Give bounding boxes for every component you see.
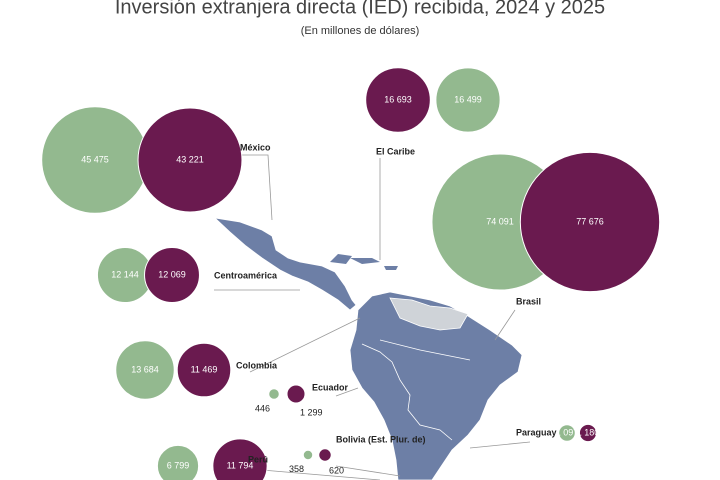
- value-label: 6 799: [167, 460, 190, 470]
- bubble: [318, 448, 332, 462]
- value-label: 358: [289, 464, 304, 474]
- bubble: [137, 107, 243, 213]
- bubble: [578, 423, 598, 443]
- bubble: [435, 67, 501, 133]
- bubble: [286, 384, 306, 404]
- value-label: 12 069: [158, 269, 186, 279]
- leader-line: [335, 387, 359, 397]
- leader-line: [249, 317, 361, 373]
- value-label: 43 221: [176, 154, 204, 164]
- region-label: Perú: [248, 454, 268, 464]
- value-label: 45 475: [81, 154, 109, 164]
- value-label: 13 684: [131, 364, 159, 374]
- value-label: 11 794: [227, 460, 254, 470]
- chart-subtitle: (En millones de dólares): [301, 25, 420, 37]
- map: [213, 217, 523, 480]
- region-label: Paraguay: [516, 427, 557, 437]
- value-label: 77 676: [576, 216, 604, 226]
- bubble: [558, 424, 576, 442]
- region-label: El Caribe: [376, 146, 415, 156]
- bubble: [156, 444, 200, 480]
- region-label: Colombia: [236, 360, 278, 370]
- bubble: [176, 342, 232, 398]
- region-label: Bolivia (Est. Plur. de): [336, 434, 426, 444]
- value-label: 1 180: [577, 427, 600, 437]
- value-label: 620: [329, 466, 344, 476]
- bubble: [144, 247, 200, 303]
- value-label: 74 091: [486, 216, 514, 226]
- bubble: [268, 388, 280, 400]
- region-label: Brasil: [516, 296, 541, 306]
- bubble: [212, 438, 268, 480]
- bubble: [365, 67, 431, 133]
- value-label: 11 469: [191, 364, 218, 374]
- region-label: Centroamérica: [214, 270, 278, 280]
- region-label: Ecuador: [312, 382, 349, 392]
- value-label: 446: [255, 404, 270, 414]
- value-label: 16 693: [384, 94, 412, 104]
- value-label: 16 499: [454, 94, 482, 104]
- leader-line: [335, 465, 401, 477]
- value-label: 1 299: [300, 407, 323, 417]
- bubble: [302, 449, 314, 461]
- leader-line: [494, 309, 516, 341]
- region-label: México: [240, 142, 271, 152]
- leader-line: [240, 154, 273, 221]
- value-label: 12 144: [111, 269, 139, 279]
- leader-line: [261, 469, 381, 480]
- bubble: [519, 151, 661, 293]
- bubble: [115, 340, 175, 400]
- chart-title: Inversión extranjera directa (IED) recib…: [115, 0, 605, 18]
- value-label: 1 097: [556, 427, 579, 437]
- leader-line: [469, 441, 531, 449]
